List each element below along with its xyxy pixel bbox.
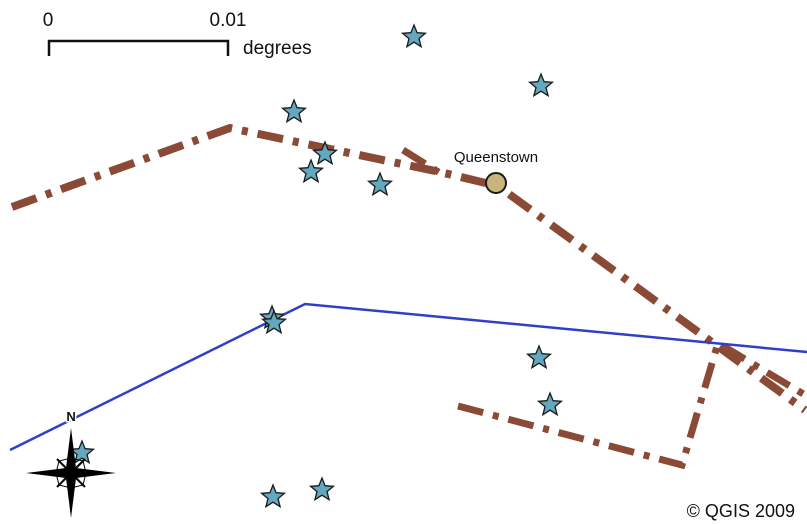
- star-icon[interactable]: [537, 392, 563, 416]
- circle-icon[interactable]: [485, 172, 507, 194]
- star-icon[interactable]: [309, 477, 335, 501]
- scale-unit-label: degrees: [243, 38, 312, 59]
- scale-end-label: 0.01: [210, 10, 247, 31]
- star-icon[interactable]: [367, 172, 393, 196]
- road-secondary: [401, 147, 442, 176]
- town-label: Queenstown: [454, 149, 538, 166]
- point-layer: [69, 24, 563, 508]
- star-icon[interactable]: [281, 99, 307, 123]
- star-icon[interactable]: [260, 484, 286, 508]
- copyright-label: © QGIS 2009: [687, 501, 795, 521]
- star-icon[interactable]: [401, 24, 427, 48]
- star-icon[interactable]: [526, 345, 552, 369]
- river-line: [9, 302, 807, 452]
- scale-start-label: 0: [43, 10, 54, 31]
- road-main: [10, 123, 807, 414]
- star-icon[interactable]: [528, 73, 554, 97]
- compass-rose-icon: N: [26, 408, 116, 518]
- road-south: [457, 337, 807, 470]
- scale-bar: 0 0.01 degrees: [43, 10, 312, 59]
- road-layer: [10, 123, 807, 470]
- north-label: N: [66, 409, 75, 424]
